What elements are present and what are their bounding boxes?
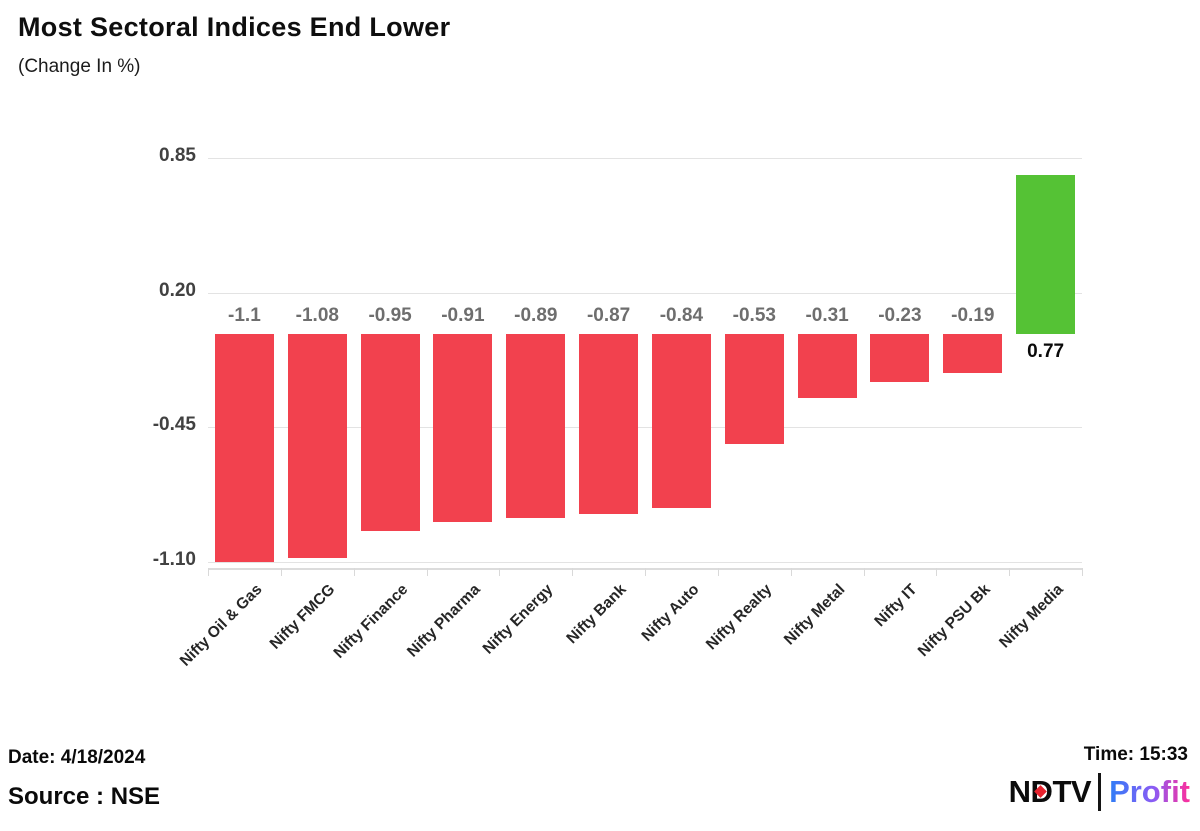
chart-bar [1016, 174, 1076, 334]
x-axis-category-label: Nifty PSU Bk [914, 581, 994, 661]
ndtv-profit-logo: NDTV Profit [1009, 770, 1190, 814]
x-axis-category-label: Nifty Media [996, 581, 1067, 652]
bar-value-label: -0.89 [514, 305, 558, 326]
y-gridline [208, 427, 1082, 429]
chart-bar [870, 334, 930, 382]
chart-bar [943, 334, 1003, 374]
x-axis-tick [208, 568, 209, 576]
x-axis-tick [1082, 568, 1083, 576]
bar-value-label: -1.08 [295, 305, 339, 326]
date-label: Date: 4/18/2024 [8, 747, 146, 768]
x-axis-tick [499, 568, 501, 576]
chart-bar [797, 334, 857, 399]
x-axis-tick [863, 568, 865, 576]
y-gridline [208, 292, 1082, 294]
chart-bar [433, 334, 493, 523]
x-axis-tick [280, 568, 282, 576]
ndtv-brand-label: NDTV [1008, 774, 1092, 809]
bar-value-label: 0.77 [1027, 341, 1065, 362]
y-gridline [208, 561, 1082, 563]
chart-bar [724, 334, 784, 444]
y-axis-tick-label: -1.10 [152, 548, 196, 570]
y-gridline [208, 158, 1082, 160]
x-axis-tick [1009, 568, 1011, 576]
bar-value-label: -0.84 [659, 305, 704, 326]
bar-value-label: -0.91 [441, 305, 485, 326]
x-axis-tick [426, 568, 428, 576]
x-axis-category-label: Nifty Oil & Gas [176, 581, 266, 670]
chart-bar [651, 334, 711, 508]
x-axis-category-label: Nifty FMCG [266, 581, 339, 653]
x-axis-tick [645, 568, 646, 576]
bar-value-label: -1.1 [228, 305, 261, 326]
x-axis-category-label: Nifty Pharma [404, 581, 484, 661]
time-label: Time: 15:33 [1083, 744, 1188, 765]
chart-title: Most Sectoral Indices End Lower [18, 12, 451, 42]
x-axis-tick [572, 568, 574, 576]
logo-divider-bar [1098, 773, 1102, 811]
x-axis-category-label: Nifty IT [871, 581, 921, 631]
x-axis-tick [936, 568, 938, 576]
bar-value-label: -0.87 [586, 305, 631, 326]
x-axis-category-label: Nifty Energy [480, 581, 557, 658]
chart-bar [214, 334, 274, 562]
source-label: Source : NSE [8, 783, 161, 810]
x-axis-category-label: Nifty Realty [702, 581, 776, 654]
x-axis-tick [790, 568, 792, 576]
y-axis-tick-label: 0.85 [159, 145, 196, 167]
chart-subtitle: (Change In %) [18, 56, 141, 77]
bar-value-label: -0.31 [805, 305, 849, 326]
x-axis-category-label: Nifty Metal [780, 581, 849, 649]
profit-brand-text: Profit [1109, 774, 1190, 809]
bar-value-label: -0.95 [368, 305, 412, 326]
bar-value-label: -0.53 [732, 305, 776, 326]
chart-bar [579, 334, 639, 515]
x-axis-tick [717, 568, 719, 576]
bar-value-label: -0.23 [878, 305, 922, 326]
y-axis-tick-label: -0.45 [152, 414, 196, 436]
x-axis-category-label: Nifty Auto [638, 581, 703, 645]
chart-bar [360, 334, 420, 531]
bar-value-label: -0.19 [951, 305, 995, 326]
y-axis-tick-label: 0.20 [159, 279, 196, 301]
x-axis-category-label: Nifty Finance [330, 581, 412, 662]
x-axis-tick [353, 568, 355, 576]
chart-bar [506, 334, 566, 519]
ndtv-brand-text: NDTV [1008, 774, 1092, 810]
chart-bar [287, 334, 347, 558]
x-axis-category-label: Nifty Bank [563, 581, 630, 648]
